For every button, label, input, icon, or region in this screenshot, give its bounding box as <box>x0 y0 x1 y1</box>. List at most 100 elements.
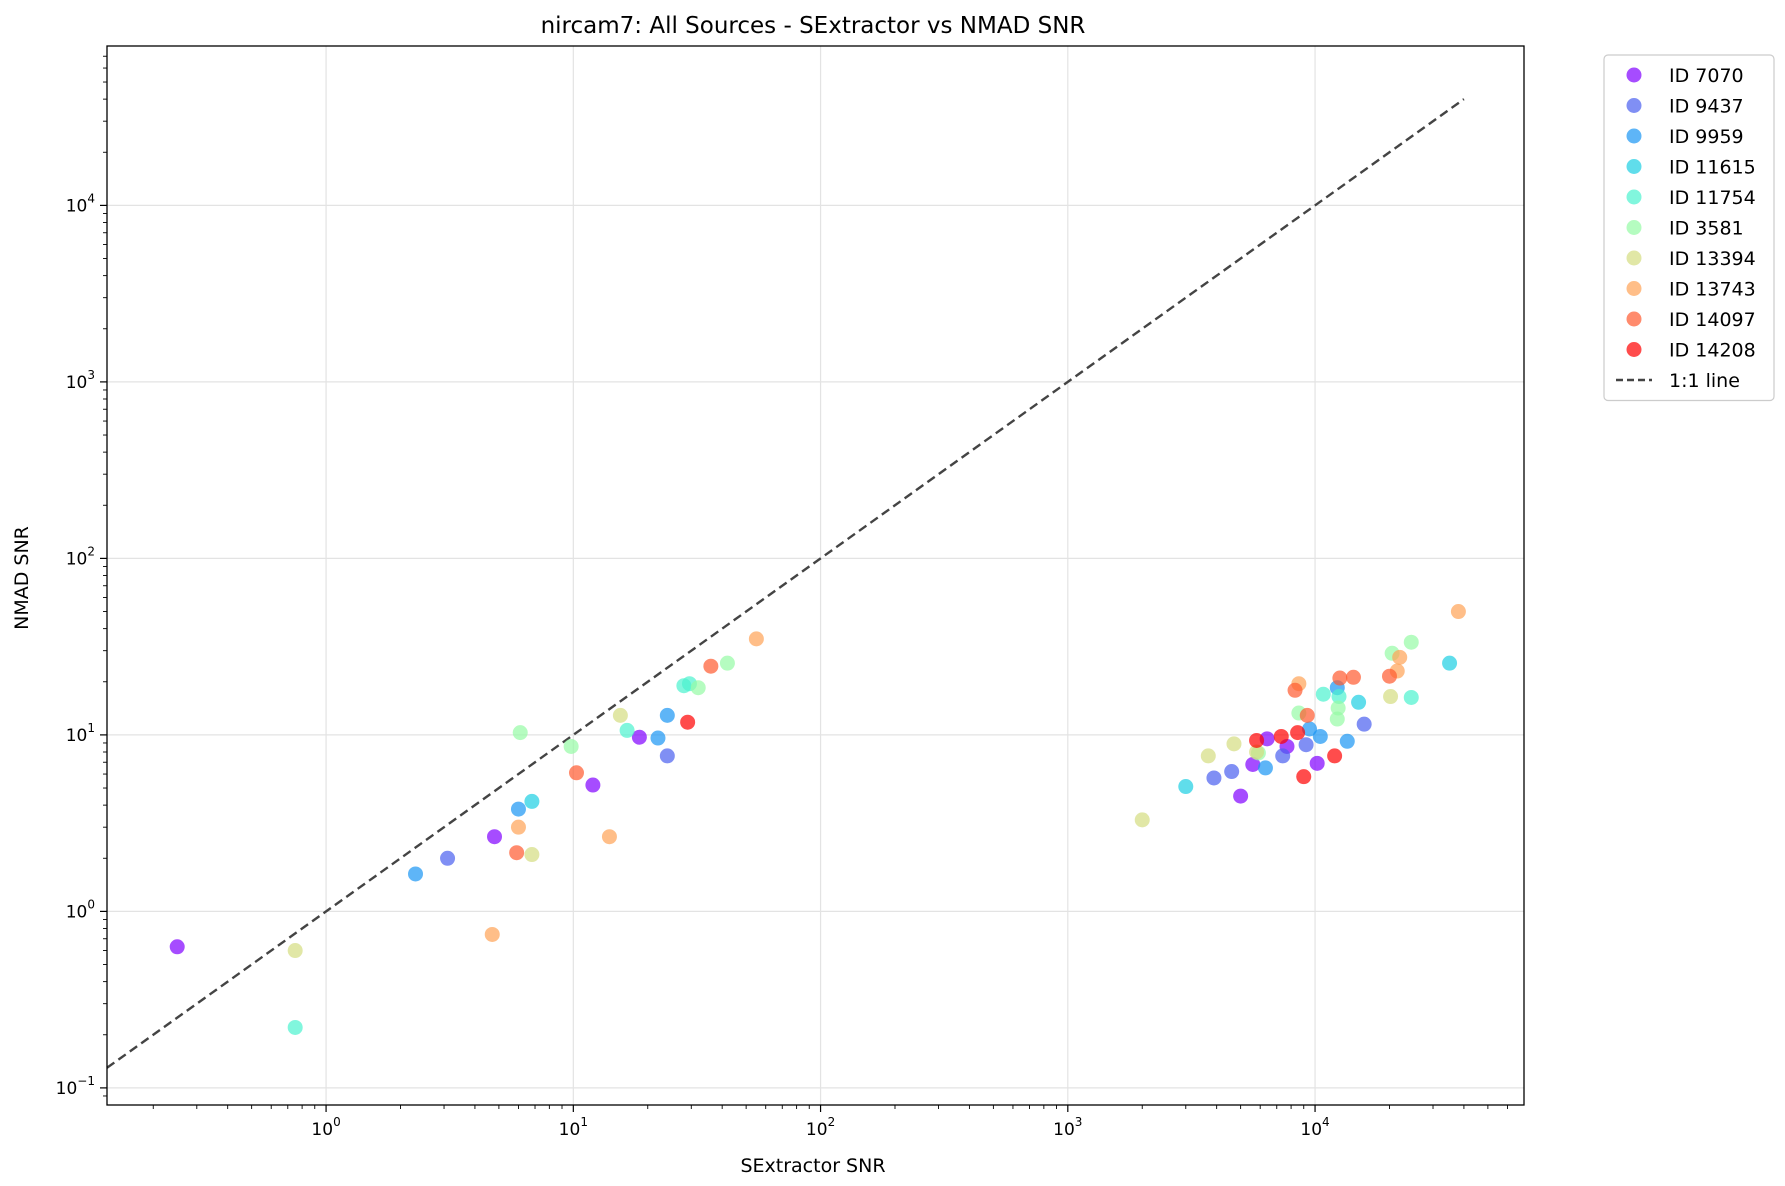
data-point <box>1383 689 1399 705</box>
legend: ID 7070 ID 9437 ID 9959 ID 11615 ID 11754 ID … <box>1603 54 1775 402</box>
data-point <box>619 722 635 738</box>
data-point <box>487 829 503 845</box>
legend-marker <box>1626 342 1642 357</box>
data-point <box>1450 604 1466 620</box>
data-point <box>512 725 528 741</box>
legend-marker <box>1626 281 1642 296</box>
data-point <box>1257 760 1273 776</box>
data-point <box>1331 689 1347 705</box>
legend-marker <box>1626 311 1642 327</box>
data-point <box>1345 669 1361 685</box>
data-point <box>1381 668 1397 684</box>
data-point <box>1275 748 1291 764</box>
data-point <box>748 631 764 647</box>
data-point <box>650 730 666 746</box>
legend-label: ID 3581 <box>1669 218 1744 240</box>
y-tick-label: 104 <box>66 191 95 216</box>
legend-marker <box>1626 189 1642 205</box>
y-tick-label: 101 <box>66 721 95 746</box>
legend-marker <box>1626 67 1642 83</box>
legend-label: ID 7070 <box>1669 65 1744 87</box>
series-group <box>680 714 1343 785</box>
series-group <box>408 680 1355 882</box>
legend-marker <box>1626 98 1642 113</box>
series-group <box>509 658 1397 861</box>
data-point <box>1296 769 1312 785</box>
data-point <box>680 714 696 730</box>
legend-label: ID 13743 <box>1669 279 1756 301</box>
data-point <box>1290 725 1306 741</box>
data-point <box>1442 655 1458 671</box>
grid <box>107 46 1524 1105</box>
data-point <box>1403 634 1419 650</box>
legend-label: ID 11615 <box>1669 157 1756 179</box>
data-point <box>1309 755 1325 771</box>
data-point <box>1233 788 1249 804</box>
data-point <box>1287 682 1303 698</box>
x-tick-label: 101 <box>559 1115 588 1140</box>
chart-title: nircam7: All Sources - SExtractor vs NMA… <box>541 13 1086 39</box>
reference-line-layer <box>106 98 1465 1069</box>
data-point <box>1249 732 1265 748</box>
data-point <box>287 1019 303 1035</box>
y-axis-label: NMAD SNR <box>11 526 33 630</box>
data-point <box>703 658 719 674</box>
data-points <box>169 604 1466 1035</box>
data-point <box>524 793 540 809</box>
data-point <box>1403 689 1419 705</box>
data-point <box>484 926 500 942</box>
data-point <box>690 680 706 696</box>
legend-box <box>1603 54 1775 402</box>
data-point <box>1200 748 1216 764</box>
data-point <box>1315 686 1331 702</box>
data-point <box>1298 737 1314 753</box>
legend-label: 1:1 line <box>1669 370 1740 392</box>
data-point <box>1332 670 1348 686</box>
x-tick-label: 100 <box>311 1115 340 1140</box>
reference-line-1-to-1 <box>106 98 1465 1069</box>
x-tick-label: 103 <box>1053 1115 1082 1140</box>
data-point <box>1302 721 1318 737</box>
legend-marker <box>1626 220 1642 235</box>
data-point <box>1224 764 1240 780</box>
data-point <box>287 943 303 959</box>
data-point <box>1206 770 1222 786</box>
data-point <box>719 655 735 671</box>
x-axis-label: SExtractor SNR <box>740 1155 885 1177</box>
legend-marker <box>1626 250 1642 266</box>
y-tick-label: 100 <box>66 897 95 922</box>
legend-label: ID 11754 <box>1669 187 1756 209</box>
legend-label: ID 9437 <box>1669 96 1744 118</box>
series-group <box>524 655 1458 809</box>
data-point <box>1273 728 1289 744</box>
y-tick-label: 103 <box>66 368 95 393</box>
legend-label: ID 9959 <box>1669 126 1744 148</box>
legend-label: ID 14097 <box>1669 309 1756 331</box>
legend-label: ID 13394 <box>1669 248 1756 270</box>
data-point <box>612 707 628 723</box>
data-point <box>601 829 617 845</box>
data-point <box>1299 707 1315 723</box>
data-point <box>1330 700 1346 716</box>
legend-marker <box>1626 159 1642 174</box>
data-point <box>1351 694 1367 710</box>
data-point <box>524 847 540 863</box>
data-point <box>1245 756 1261 772</box>
data-point <box>169 939 185 955</box>
data-point <box>1329 711 1345 727</box>
data-point <box>1327 748 1343 764</box>
data-point <box>509 845 525 861</box>
data-point <box>659 748 675 764</box>
series-group <box>287 676 1419 1035</box>
data-point <box>568 765 584 781</box>
data-point <box>631 729 647 745</box>
data-point <box>1178 779 1194 795</box>
data-point <box>510 819 526 835</box>
data-point <box>1312 728 1328 744</box>
data-point <box>1249 744 1265 760</box>
legend-marker <box>1626 128 1642 144</box>
x-tick-label: 104 <box>1300 1115 1329 1140</box>
x-tick-label: 102 <box>806 1115 835 1140</box>
